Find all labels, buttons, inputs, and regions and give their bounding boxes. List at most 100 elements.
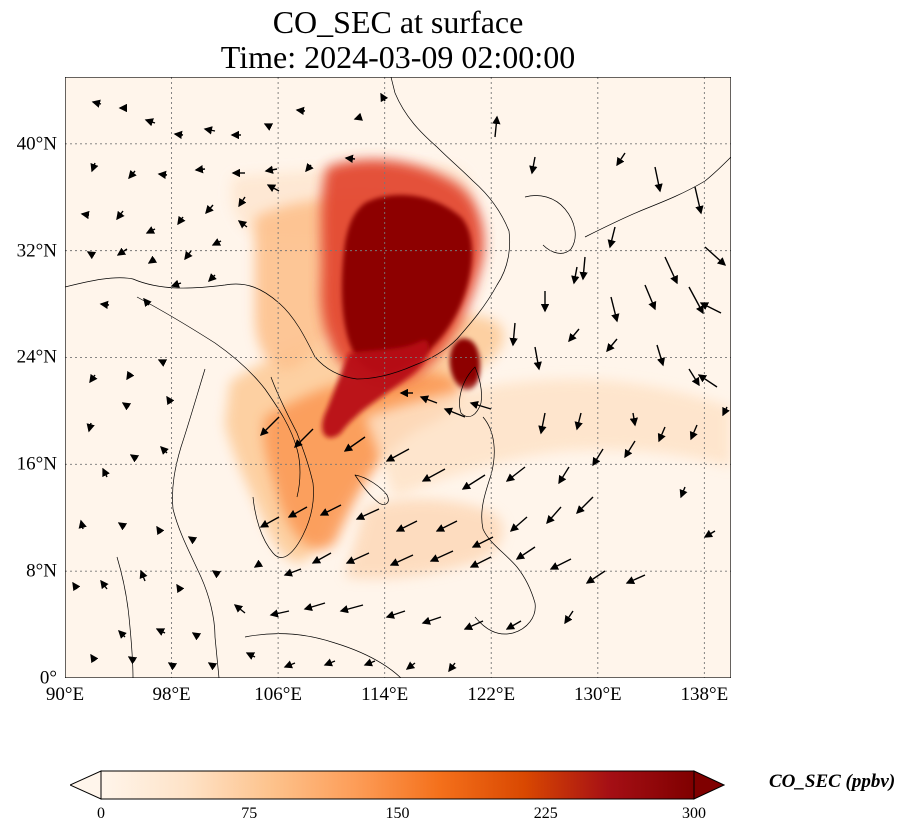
korea-coast <box>524 195 576 254</box>
wind-arrow-42 <box>170 279 182 288</box>
colorbar-tick-label-3: 225 <box>533 805 558 822</box>
wind-arrow-102 <box>139 569 148 582</box>
wind-arrow-52 <box>157 359 168 367</box>
wind-arrow-69 <box>629 412 638 427</box>
wind-arrow-105 <box>253 559 264 568</box>
wind-arrow-58 <box>688 368 700 387</box>
colorbar-min-extend <box>68 770 102 800</box>
wind-arrow-122 <box>269 609 290 618</box>
hainan <box>354 474 389 505</box>
wind-arrow-130 <box>90 653 99 664</box>
wind-arrow-24 <box>205 204 214 215</box>
wind-arrow-55 <box>568 328 580 343</box>
wind-arrow-111 <box>469 556 492 568</box>
wind-arrow-51 <box>126 370 135 381</box>
wind-arrow-75 <box>343 436 366 452</box>
colorbar-tick-label-2: 150 <box>385 805 410 822</box>
colorbar-tick-label-4: 300 <box>682 805 706 822</box>
wind-arrow-46 <box>610 296 620 323</box>
wind-arrow-82 <box>624 440 636 459</box>
indochina-coastline <box>252 376 314 558</box>
ytick-label-1: 8°N <box>26 560 57 582</box>
wind-arrow-135 <box>283 660 296 669</box>
map-title-line2: Time: 2024-03-09 02:00:00 <box>220 39 576 75</box>
xtick-label-5: 130°E <box>573 684 622 705</box>
wind-arrow-74 <box>294 428 314 448</box>
wind-arrow-95 <box>435 520 458 532</box>
borneo-coast <box>244 633 402 678</box>
wind-arrow-25 <box>238 196 247 208</box>
wind-arrow-30 <box>86 251 97 260</box>
taiwan <box>459 366 482 417</box>
wind-arrow-98 <box>546 506 562 525</box>
ytick-label-0: 0° <box>39 667 57 689</box>
wind-arrow-137 <box>363 658 376 667</box>
xtick-label-2: 106°E <box>254 684 302 705</box>
ytick-label-5: 40°N <box>16 133 57 155</box>
wind-arrow-45 <box>571 266 580 285</box>
wind-arrow-114 <box>585 570 606 584</box>
wind-arrow-81 <box>592 448 604 467</box>
wind-arrow-59 <box>697 374 718 388</box>
wind-arrow-127 <box>463 620 484 630</box>
wind-arrow-139 <box>448 662 457 673</box>
wind-arrow-28 <box>654 166 663 193</box>
wind-arrow-70 <box>102 467 110 478</box>
wind-arrow-96 <box>471 536 494 548</box>
wind-arrow-77 <box>421 468 446 482</box>
wind-arrow-136 <box>323 658 336 667</box>
wind-arrow-101 <box>100 579 109 590</box>
wind-arrow-11 <box>128 169 137 180</box>
wind-arrow-4 <box>203 126 216 135</box>
wind-arrow-68 <box>574 412 583 431</box>
colorbar-label: CO_SEC (ppbv) <box>769 771 896 792</box>
wind-arrow-87 <box>117 522 128 531</box>
wind-arrow-92 <box>319 504 342 516</box>
colorbar-tick-label-1: 75 <box>241 805 258 822</box>
wind-arrow-86 <box>78 519 87 530</box>
wind-arrow-90 <box>259 516 280 528</box>
colorbar-gradient <box>100 770 695 800</box>
ytick-label-2: 16°N <box>16 453 57 475</box>
colorbar-max-extend <box>693 770 726 800</box>
wind-arrow-113 <box>549 558 572 570</box>
wind-arrow-0 <box>91 99 102 108</box>
wind-arrow-104 <box>211 570 222 579</box>
wind-arrow-108 <box>345 552 370 564</box>
gridlines <box>65 77 731 678</box>
map-title-line1: CO_SEC at surface <box>272 4 524 40</box>
wind-arrow-76 <box>385 448 410 462</box>
wind-arrow-88 <box>156 525 165 536</box>
map-figure <box>65 77 731 678</box>
wind-arrow-126 <box>421 616 442 625</box>
wind-arrow-19 <box>529 156 538 175</box>
wind-arrow-53 <box>509 322 518 347</box>
ytick-label-3: 24°N <box>16 346 57 368</box>
wind-arrow-91 <box>287 506 308 518</box>
wind-arrow-94 <box>395 520 418 532</box>
wind-arrow-16 <box>305 162 314 173</box>
wind-arrow-23 <box>177 215 186 226</box>
wind-arrow-3 <box>173 130 184 140</box>
wind-arrow-2 <box>144 118 156 127</box>
wind-arrow-10 <box>90 162 99 173</box>
wind-arrow-54 <box>533 346 542 371</box>
wind-arrow-35 <box>237 220 248 229</box>
wind-arrow-29 <box>694 186 704 215</box>
xtick-label-6: 138°E <box>680 684 729 705</box>
wind-arrow-129 <box>564 610 574 625</box>
wind-arrow-34 <box>211 238 222 246</box>
wind-arrow-97 <box>509 516 528 532</box>
wind-arrow-116 <box>679 486 688 499</box>
wind-arrow-99 <box>576 496 594 514</box>
wind-arrow-15 <box>264 165 278 174</box>
wind-arrow-79 <box>505 466 526 482</box>
colorbar-graphic <box>68 770 726 800</box>
wind-arrow-66 <box>469 400 492 410</box>
wind-arrow-106 <box>283 568 302 577</box>
wind-arrow-21 <box>116 210 125 221</box>
xtick-label-4: 122°E <box>467 684 516 705</box>
wind-arrow-133 <box>207 662 218 671</box>
xtick-label-3: 114°E <box>361 684 409 705</box>
wind-arrow-107 <box>311 552 332 564</box>
